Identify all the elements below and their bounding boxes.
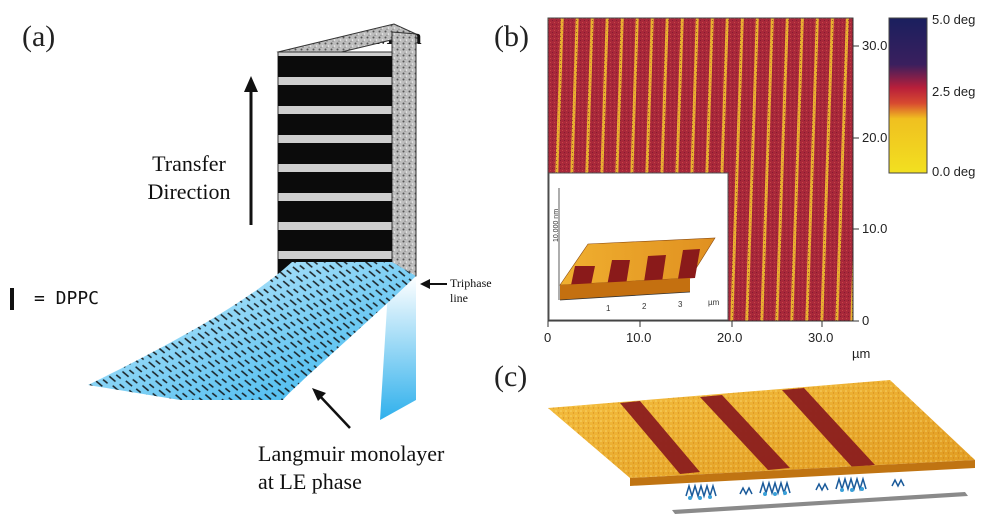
triphase-label: Triphase line <box>450 276 492 306</box>
colorbar <box>888 17 928 174</box>
x-tick-30: 30.0 <box>808 330 834 345</box>
y-tick-20: 20.0 <box>862 130 888 145</box>
panel-b-label: (b) <box>494 20 529 53</box>
inset-tick-2: 2 <box>642 302 647 311</box>
monolayer-label: Langmuir monolayer at LE phase <box>258 440 444 496</box>
triphase-line-2: line <box>450 291 468 305</box>
panel-a-label: (a) <box>22 20 56 53</box>
x-unit: µm <box>852 346 871 361</box>
cbar-tick-2-5: 2.5 deg <box>932 84 976 99</box>
monolayer-line-2: at LE phase <box>258 469 362 494</box>
triphase-line-1: Triphase <box>450 276 492 290</box>
headgroups <box>688 487 864 500</box>
inset-3d-surface <box>558 188 716 301</box>
cbar-tick-0: 0.0 deg <box>932 164 976 179</box>
x-tick-0: 0 <box>544 330 552 345</box>
monolayer-arrow <box>317 393 351 429</box>
mica-stripes <box>278 56 392 276</box>
panel-c-label: (c) <box>494 360 528 393</box>
y-tick-10: 10.0 <box>862 221 888 236</box>
transfer-line-2: Direction <box>147 179 231 204</box>
inset-tick-1: 1 <box>606 304 611 313</box>
cbar-tick-5: 5.0 deg <box>932 12 976 27</box>
x-tick-20: 20.0 <box>717 330 743 345</box>
dppc-legend-text: = DPPC <box>34 288 100 309</box>
inset-tick-3: 3 <box>678 300 683 309</box>
x-tick-10: 10.0 <box>626 330 652 345</box>
y-tick-0: 0 <box>862 313 870 328</box>
afm-grooves <box>620 388 875 474</box>
monolayer-line-1: Langmuir monolayer <box>258 441 445 466</box>
y-tick-30: 30.0 <box>862 38 888 53</box>
water-wall <box>380 276 416 420</box>
dppc-legend-bar <box>10 288 14 310</box>
substrate-base <box>672 492 968 514</box>
transfer-direction-label: Transfer Direction <box>134 150 244 206</box>
inset-unit: µm <box>708 298 720 307</box>
molecule-schematic <box>685 476 905 499</box>
transfer-line-1: Transfer <box>152 151 226 176</box>
